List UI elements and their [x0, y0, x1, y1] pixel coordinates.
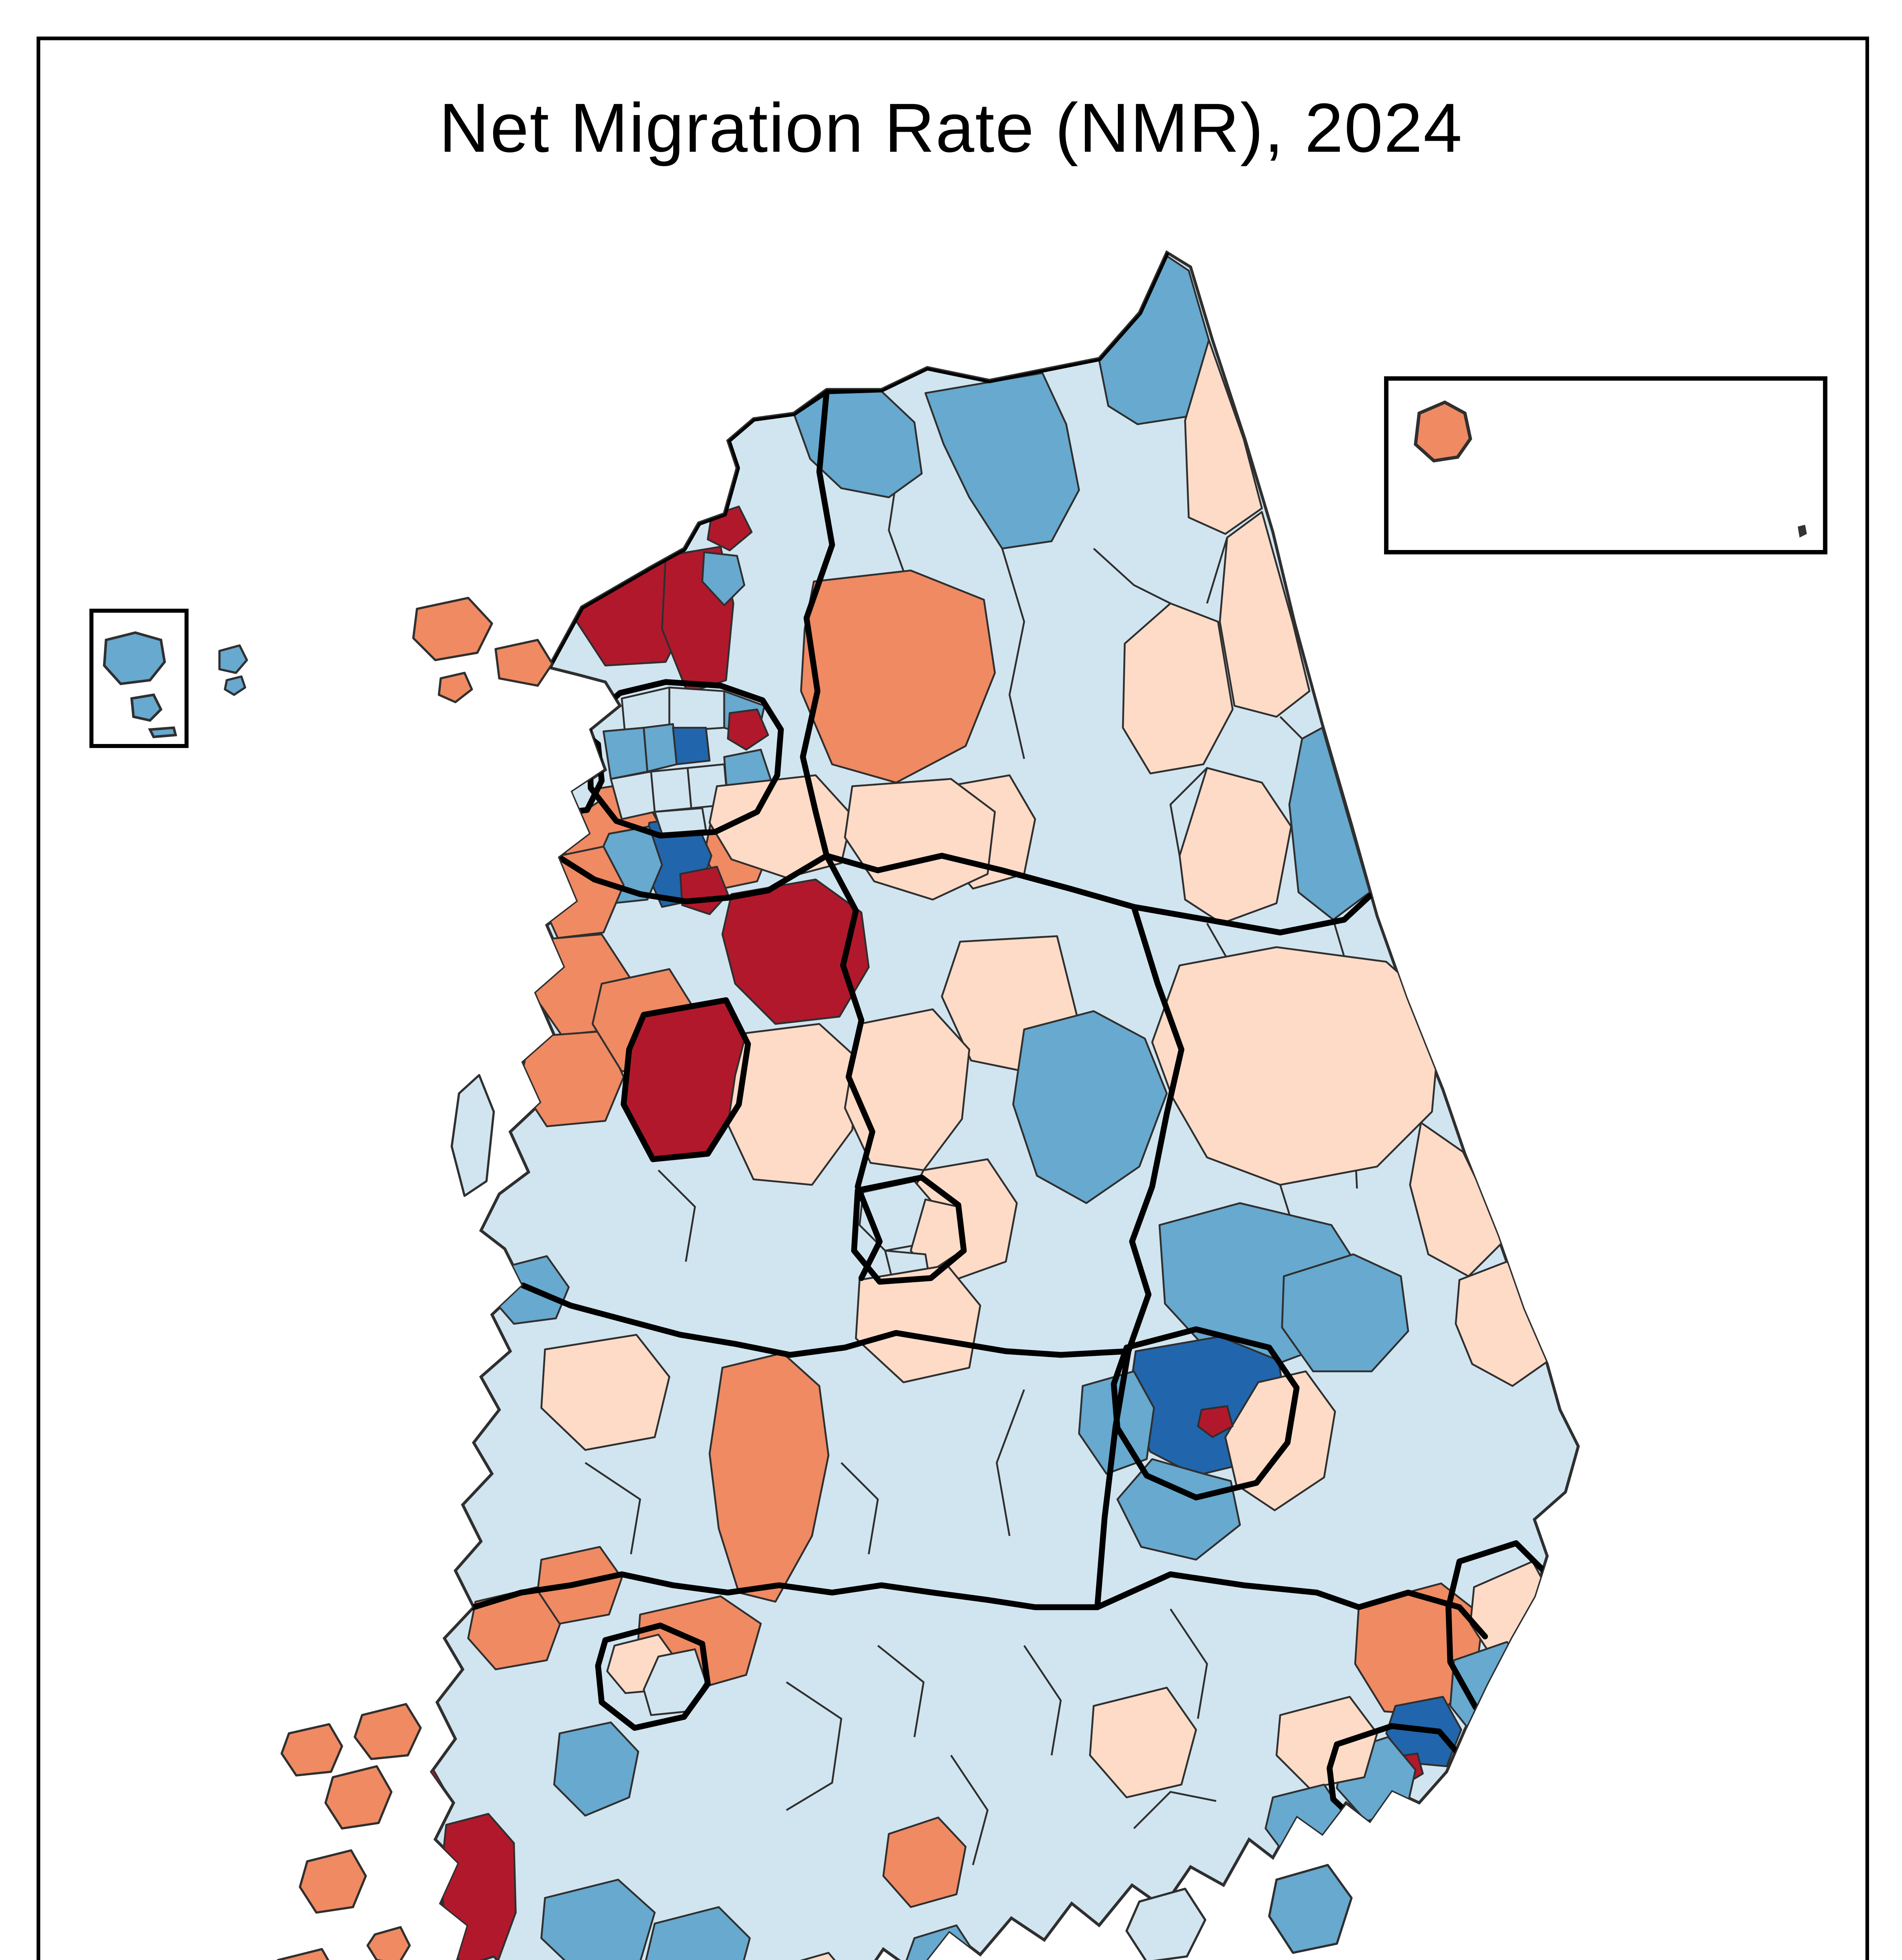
province-boundary — [823, 853, 883, 1281]
map-region — [553, 1721, 639, 1817]
map-region — [540, 1878, 656, 1960]
map-region — [440, 1813, 517, 1960]
map-region — [277, 1948, 330, 1960]
province-boundary — [1125, 904, 1184, 1354]
map-region — [1197, 1405, 1234, 1438]
province-boundary — [823, 853, 1373, 936]
map-region — [480, 1955, 499, 1960]
map-frame-border — [36, 36, 1869, 1960]
map-region — [438, 671, 473, 703]
map-region — [1125, 1887, 1206, 1960]
ulleungdo-island — [1413, 400, 1472, 463]
map-region — [1275, 1696, 1378, 1789]
map-region — [708, 774, 853, 879]
map-region — [103, 631, 166, 685]
map-region — [148, 726, 177, 739]
map-region — [218, 644, 248, 674]
map-region — [1012, 1010, 1168, 1204]
map-region — [668, 686, 725, 733]
map-region — [412, 597, 493, 661]
province-boundary — [556, 853, 830, 905]
map-region — [1288, 727, 1371, 921]
map-region — [1374, 789, 1479, 957]
map-region — [223, 675, 246, 696]
map-region — [645, 1906, 751, 1960]
province-boundary — [621, 997, 751, 1162]
map-region — [354, 1703, 422, 1760]
map-region — [1151, 946, 1442, 1186]
map-region — [643, 723, 678, 773]
map-region — [754, 1952, 857, 1960]
province-boundary — [851, 1174, 967, 1285]
province-boundary — [800, 388, 835, 859]
map-region — [1281, 1253, 1409, 1372]
map-region — [544, 730, 597, 784]
province-boundary — [1094, 1348, 1132, 1610]
map-region — [602, 727, 649, 780]
map-region — [650, 767, 692, 813]
map-region — [540, 767, 570, 799]
province-boundary — [586, 679, 784, 839]
map-region — [1184, 339, 1263, 535]
province-boundary — [1111, 1326, 1300, 1501]
map-region — [654, 807, 707, 835]
inset-west-box — [89, 608, 189, 748]
map-region — [299, 1849, 367, 1914]
islands — [218, 597, 1353, 1960]
map-region — [130, 693, 163, 722]
map-region — [1116, 1458, 1241, 1561]
province-boundary — [471, 1571, 1101, 1610]
map-region — [721, 878, 870, 1025]
province-boundary — [595, 1622, 711, 1731]
map-region — [727, 1023, 861, 1186]
map-region — [451, 1074, 495, 1197]
map-region — [727, 708, 769, 751]
map-region — [800, 569, 996, 784]
map-region — [882, 1817, 967, 1908]
map-region — [672, 727, 711, 766]
map-region — [1179, 767, 1292, 924]
map-region — [366, 1926, 411, 1960]
map-region — [1219, 511, 1311, 718]
province-boundary — [533, 723, 605, 817]
map-region — [280, 1723, 343, 1777]
map-region — [480, 721, 535, 771]
map-region — [1268, 1864, 1353, 1954]
dokdo-island — [1798, 524, 1807, 538]
map-region — [1224, 1370, 1336, 1512]
map-region — [324, 1765, 392, 1830]
inset-east-box — [1384, 376, 1828, 555]
map-region — [540, 1334, 670, 1451]
province-boundary — [520, 1282, 1132, 1358]
map-title: Net Migration Rate (NMR), 2024 — [439, 91, 1463, 169]
map-region — [1122, 602, 1234, 775]
map-region — [1089, 1686, 1197, 1798]
map-region — [494, 639, 554, 687]
map-region — [708, 1352, 830, 1603]
map-region — [701, 551, 745, 606]
